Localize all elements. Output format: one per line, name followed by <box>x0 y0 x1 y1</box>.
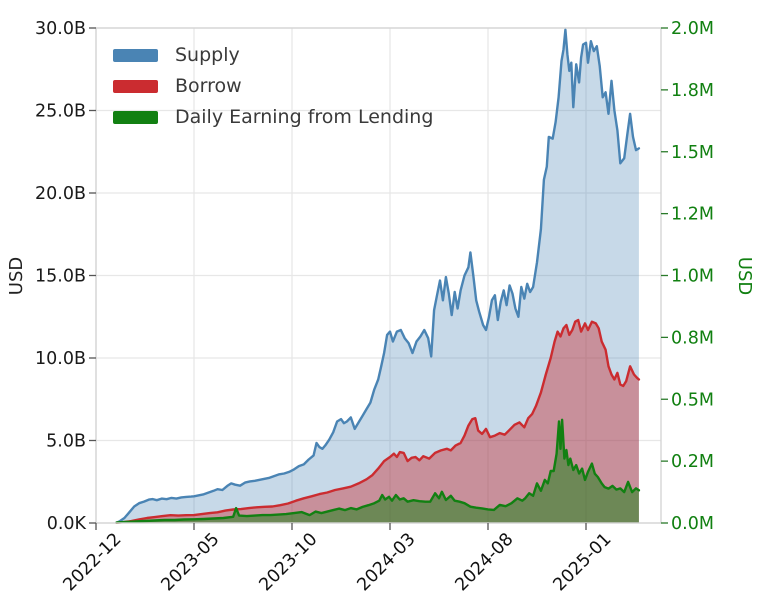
x-axis-tick-label: 2025-01 <box>550 529 616 595</box>
chart-legend: Supply Borrow Daily Earning from Lending <box>113 40 433 133</box>
right-axis-tick-label: 0.5M <box>671 390 714 410</box>
left-axis-title: USD <box>6 257 27 295</box>
left-axis-tick-label: 0.0K <box>47 514 87 534</box>
borrow-swatch-icon <box>113 80 158 93</box>
legend-label-supply: Supply <box>175 44 240 66</box>
daily-earning-swatch-icon <box>113 111 158 124</box>
left-axis-tick-label: 25.0B <box>35 102 86 122</box>
right-axis-tick-label: 0.2M <box>671 452 714 472</box>
supply-swatch-icon <box>113 49 158 62</box>
series-line-supply <box>115 28 641 524</box>
legend-item-borrow: Borrow <box>113 71 433 102</box>
x-axis-tick-label: 2023-10 <box>256 529 322 595</box>
left-axis-tick-label: 30.0B <box>35 19 86 39</box>
x-axis-tick-label: 2022-12 <box>60 529 126 595</box>
legend-item-daily-earning: Daily Earning from Lending <box>113 102 433 133</box>
x-axis-tick-label: 2024-03 <box>354 529 420 595</box>
legend-label-borrow: Borrow <box>175 75 242 97</box>
legend-item-supply: Supply <box>113 40 433 71</box>
x-axis-tick-label: 2024-08 <box>452 529 518 595</box>
series-area-borrow <box>116 320 639 523</box>
series-line-daily-earning-from-lending <box>115 418 641 524</box>
left-axis-tick-label: 15.0B <box>35 267 86 287</box>
right-axis-tick-label: 1.2M <box>671 205 714 225</box>
right-axis-tick-label: 1.5M <box>671 143 714 163</box>
right-axis-tick-label: 2.0M <box>671 19 714 39</box>
legend-label-daily-earning: Daily Earning from Lending <box>175 106 434 128</box>
left-axis-tick-label: 5.0B <box>46 432 86 452</box>
right-axis-title: USD <box>734 257 755 295</box>
right-axis-tick-label: 0.0M <box>671 514 714 534</box>
right-axis-tick-label: 0.8M <box>671 328 714 348</box>
series-area-supply <box>116 29 639 523</box>
left-axis-tick-label: 20.0B <box>35 184 86 204</box>
x-axis-tick-label: 2023-05 <box>158 529 224 595</box>
right-axis-tick-label: 1.0M <box>671 267 714 287</box>
right-axis-tick-label: 1.8M <box>671 81 714 101</box>
series-line-borrow <box>115 318 641 524</box>
left-axis-tick-label: 10.0B <box>35 349 86 369</box>
